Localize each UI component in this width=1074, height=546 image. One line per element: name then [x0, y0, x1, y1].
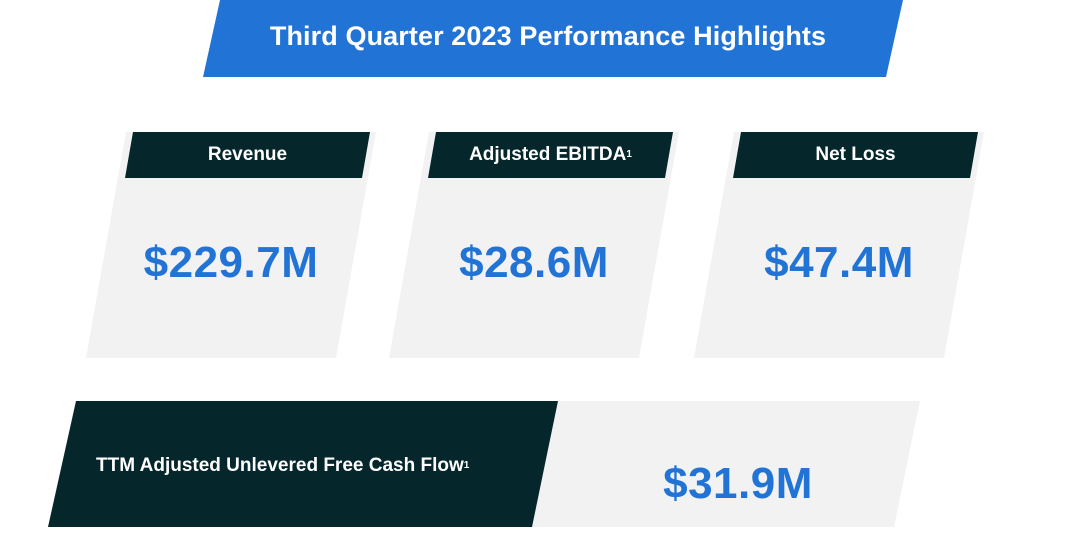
- page-title: Third Quarter 2023 Performance Highlight…: [269, 20, 827, 51]
- revenue-label-text: Revenue: [207, 144, 288, 165]
- net-loss-card-header: [733, 132, 978, 178]
- revenue-card: Revenue $229.7M: [86, 132, 376, 358]
- adjusted-ebitda-value: $28.6M: [459, 238, 609, 287]
- ttm-label: TTM Adjusted Unlevered Free Cash Flow 1: [96, 455, 470, 476]
- revenue-value: $229.7M: [143, 238, 319, 287]
- adjusted-ebitda-card-header: [428, 132, 673, 178]
- ttm-label-background: [48, 401, 558, 527]
- adjusted-ebitda-card: Adjusted EBITDA 1 $28.6M: [389, 132, 679, 358]
- adjusted-ebitda-label-text: Adjusted EBITDA: [469, 144, 627, 165]
- revenue-label: Revenue: [125, 132, 370, 178]
- net-loss-card: Net Loss $47.4M: [694, 132, 984, 358]
- ttm-label-text: TTM Adjusted Unlevered Free Cash Flow: [96, 455, 464, 476]
- net-loss-value: $47.4M: [764, 238, 914, 287]
- adjusted-ebitda-label: Adjusted EBITDA 1: [469, 144, 632, 165]
- ttm-value: $31.9M: [663, 459, 813, 508]
- title-banner: [203, 0, 903, 77]
- revenue-card-header: [125, 132, 370, 178]
- net-loss-label-text: Net Loss: [815, 144, 896, 165]
- ttm-free-cash-flow-panel: TTM Adjusted Unlevered Free Cash Flow 1 $…: [48, 401, 920, 527]
- net-loss-label: Net Loss: [733, 132, 978, 178]
